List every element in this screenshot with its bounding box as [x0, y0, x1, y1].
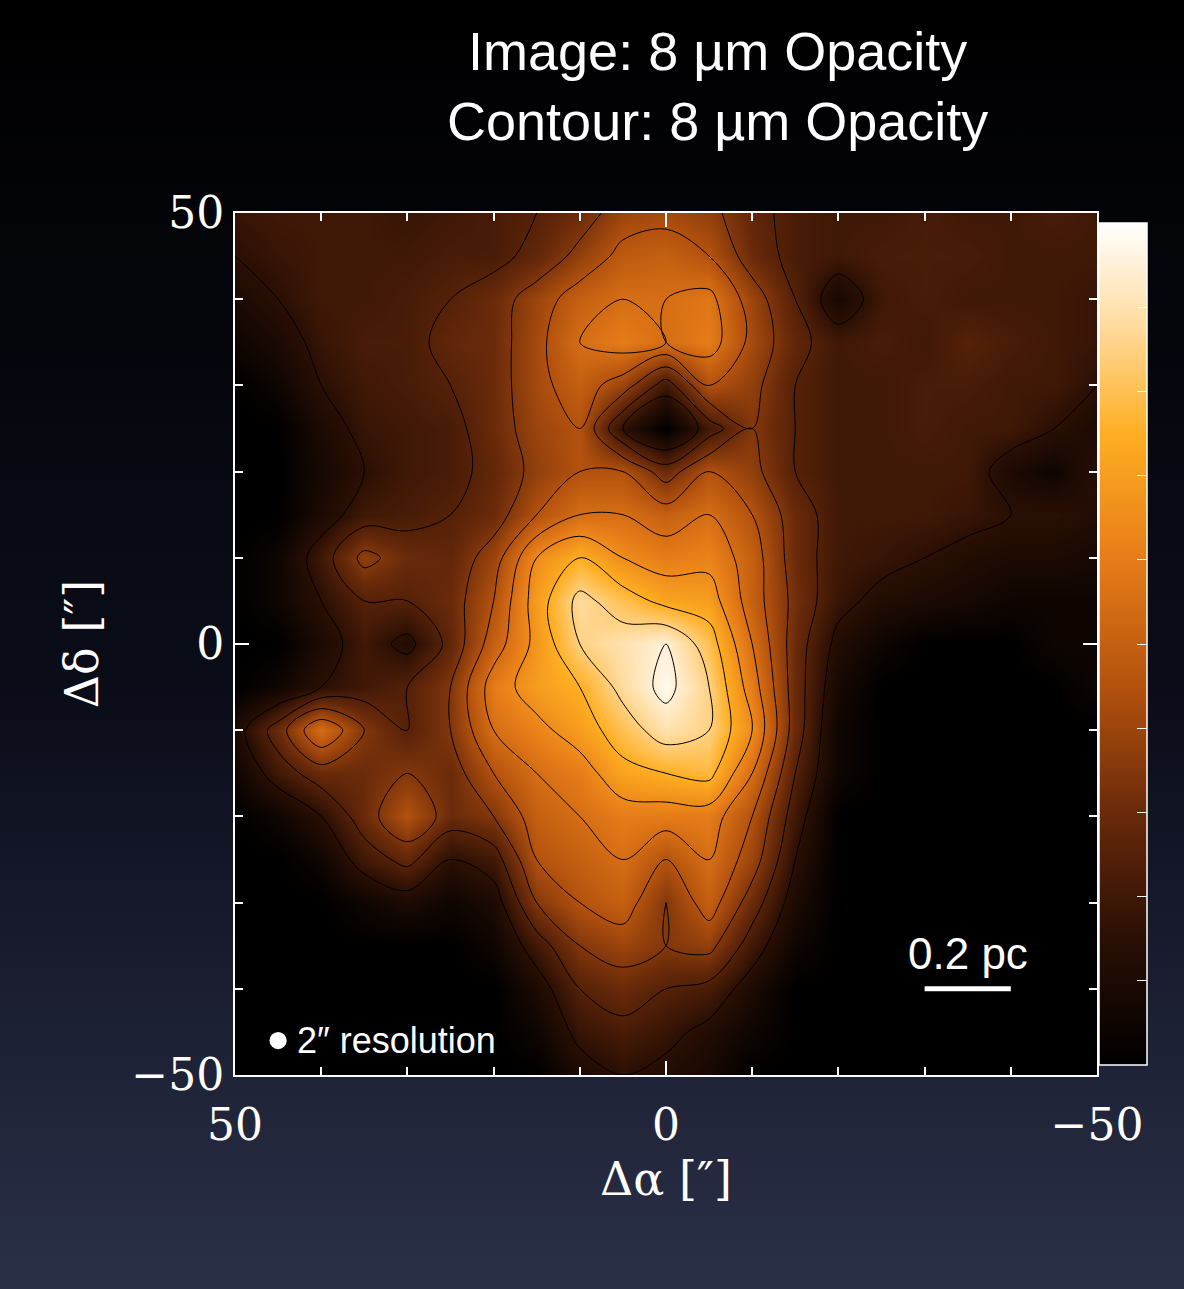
svg-text:50: 50: [168, 187, 224, 238]
svg-text:0: 0: [196, 618, 224, 669]
svg-text:Δα [″]: Δα [″]: [600, 1152, 732, 1206]
svg-text:Image: 8 µm OpacityContour: 8: Image: 8 µm OpacityContour: 8 µm Opacity: [447, 21, 988, 151]
svg-text:50: 50: [207, 1099, 263, 1150]
svg-text:−50: −50: [1051, 1099, 1144, 1150]
svg-text:0: 0: [652, 1099, 680, 1150]
svg-text:−50: −50: [131, 1049, 224, 1100]
svg-text:2″ resolution: 2″ resolution: [297, 1020, 496, 1061]
svg-text:Δδ [″]: Δδ [″]: [55, 580, 109, 709]
svg-text:0.2 pc: 0.2 pc: [908, 929, 1028, 978]
